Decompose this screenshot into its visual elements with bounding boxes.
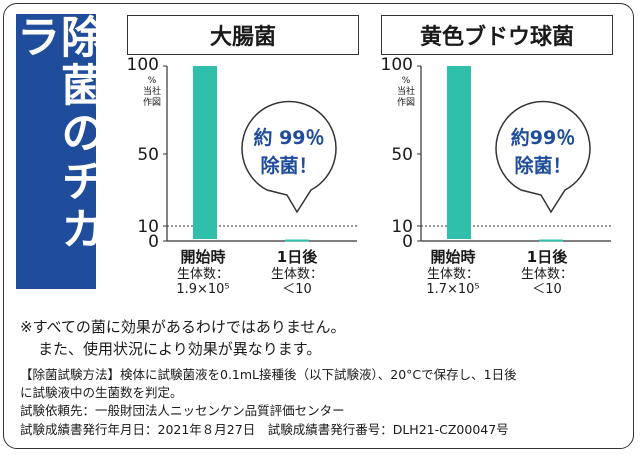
callout-line-2: 除菌！: [514, 154, 571, 177]
callout-line-1: 約 99％: [253, 126, 324, 149]
panel-frame: [3, 3, 634, 449]
chart-2-y-unit: % 当社 作図: [397, 76, 416, 108]
issued-line: 試験成績書発行年月日：2021年８月27日 試験成績書発行番号：DLH21-CZ…: [20, 422, 509, 437]
callout-bubble: [241, 100, 337, 214]
method-line-2: に試験液中の生菌数を判定。: [20, 385, 183, 400]
category-label: 1日後: [526, 248, 568, 266]
bar-1: [285, 239, 309, 242]
side-title-banner: 除菌のチカラ: [9, 14, 104, 289]
method-line-1: 【除菌試験方法】検体に試験菌液を0.1mL接種後（以下試験液）、20°Cで保存し…: [20, 367, 517, 382]
category-label: 開始時: [180, 248, 226, 266]
side-title-text: 除菌のチカラ: [9, 14, 104, 254]
disclaimer-line-1: ※すべての菌に効果があるわけではありません。: [20, 318, 346, 336]
bar-1: [539, 239, 563, 242]
chart-2-title: 黄色ブドウ球菌: [381, 15, 613, 55]
y-tick-label: 100: [127, 55, 159, 75]
callout-line-1: 約99％: [511, 126, 575, 149]
y-tick-label: 10: [391, 217, 413, 237]
disclaimer-line-2: また、使用状況により効果が異なります。: [38, 340, 322, 358]
y-tick-label: 0: [402, 232, 413, 252]
callout-line-2: 除菌！: [260, 154, 317, 177]
bar-0: [193, 66, 217, 239]
y-tick-label: 0: [148, 232, 159, 252]
requester-line: 試験依頼先：一般財団法人ニッセンケン品質評価センター: [20, 403, 345, 418]
y-tick-label: 50: [137, 145, 159, 165]
chart-1-y-unit: % 当社 作図: [143, 76, 162, 108]
chart-2: 010 50 100 約99％ 除菌！: [381, 55, 611, 252]
y-tick-label: 100: [381, 55, 413, 75]
category-label: 1日後: [276, 248, 318, 266]
chart-1-xlabel-start: 開始時 生体数： 1.9×10⁵: [168, 248, 238, 298]
chart-2-xlabel-start: 開始時 生体数： 1.7×10⁵: [418, 248, 488, 298]
chart-1: 010 50 100 約 99％ 除菌！: [127, 55, 357, 252]
chart-1-xlabel-day1: 1日後 生体数： ＜10: [262, 248, 332, 298]
y-tick-label: 10: [137, 217, 159, 237]
category-label: 開始時: [430, 248, 476, 266]
chart-1-title: 大腸菌: [127, 15, 359, 55]
callout-bubble: [495, 100, 591, 214]
chart-2-xlabel-day1: 1日後 生体数： ＜10: [512, 248, 582, 298]
bar-0: [447, 66, 471, 239]
y-tick-label: 50: [391, 145, 413, 165]
